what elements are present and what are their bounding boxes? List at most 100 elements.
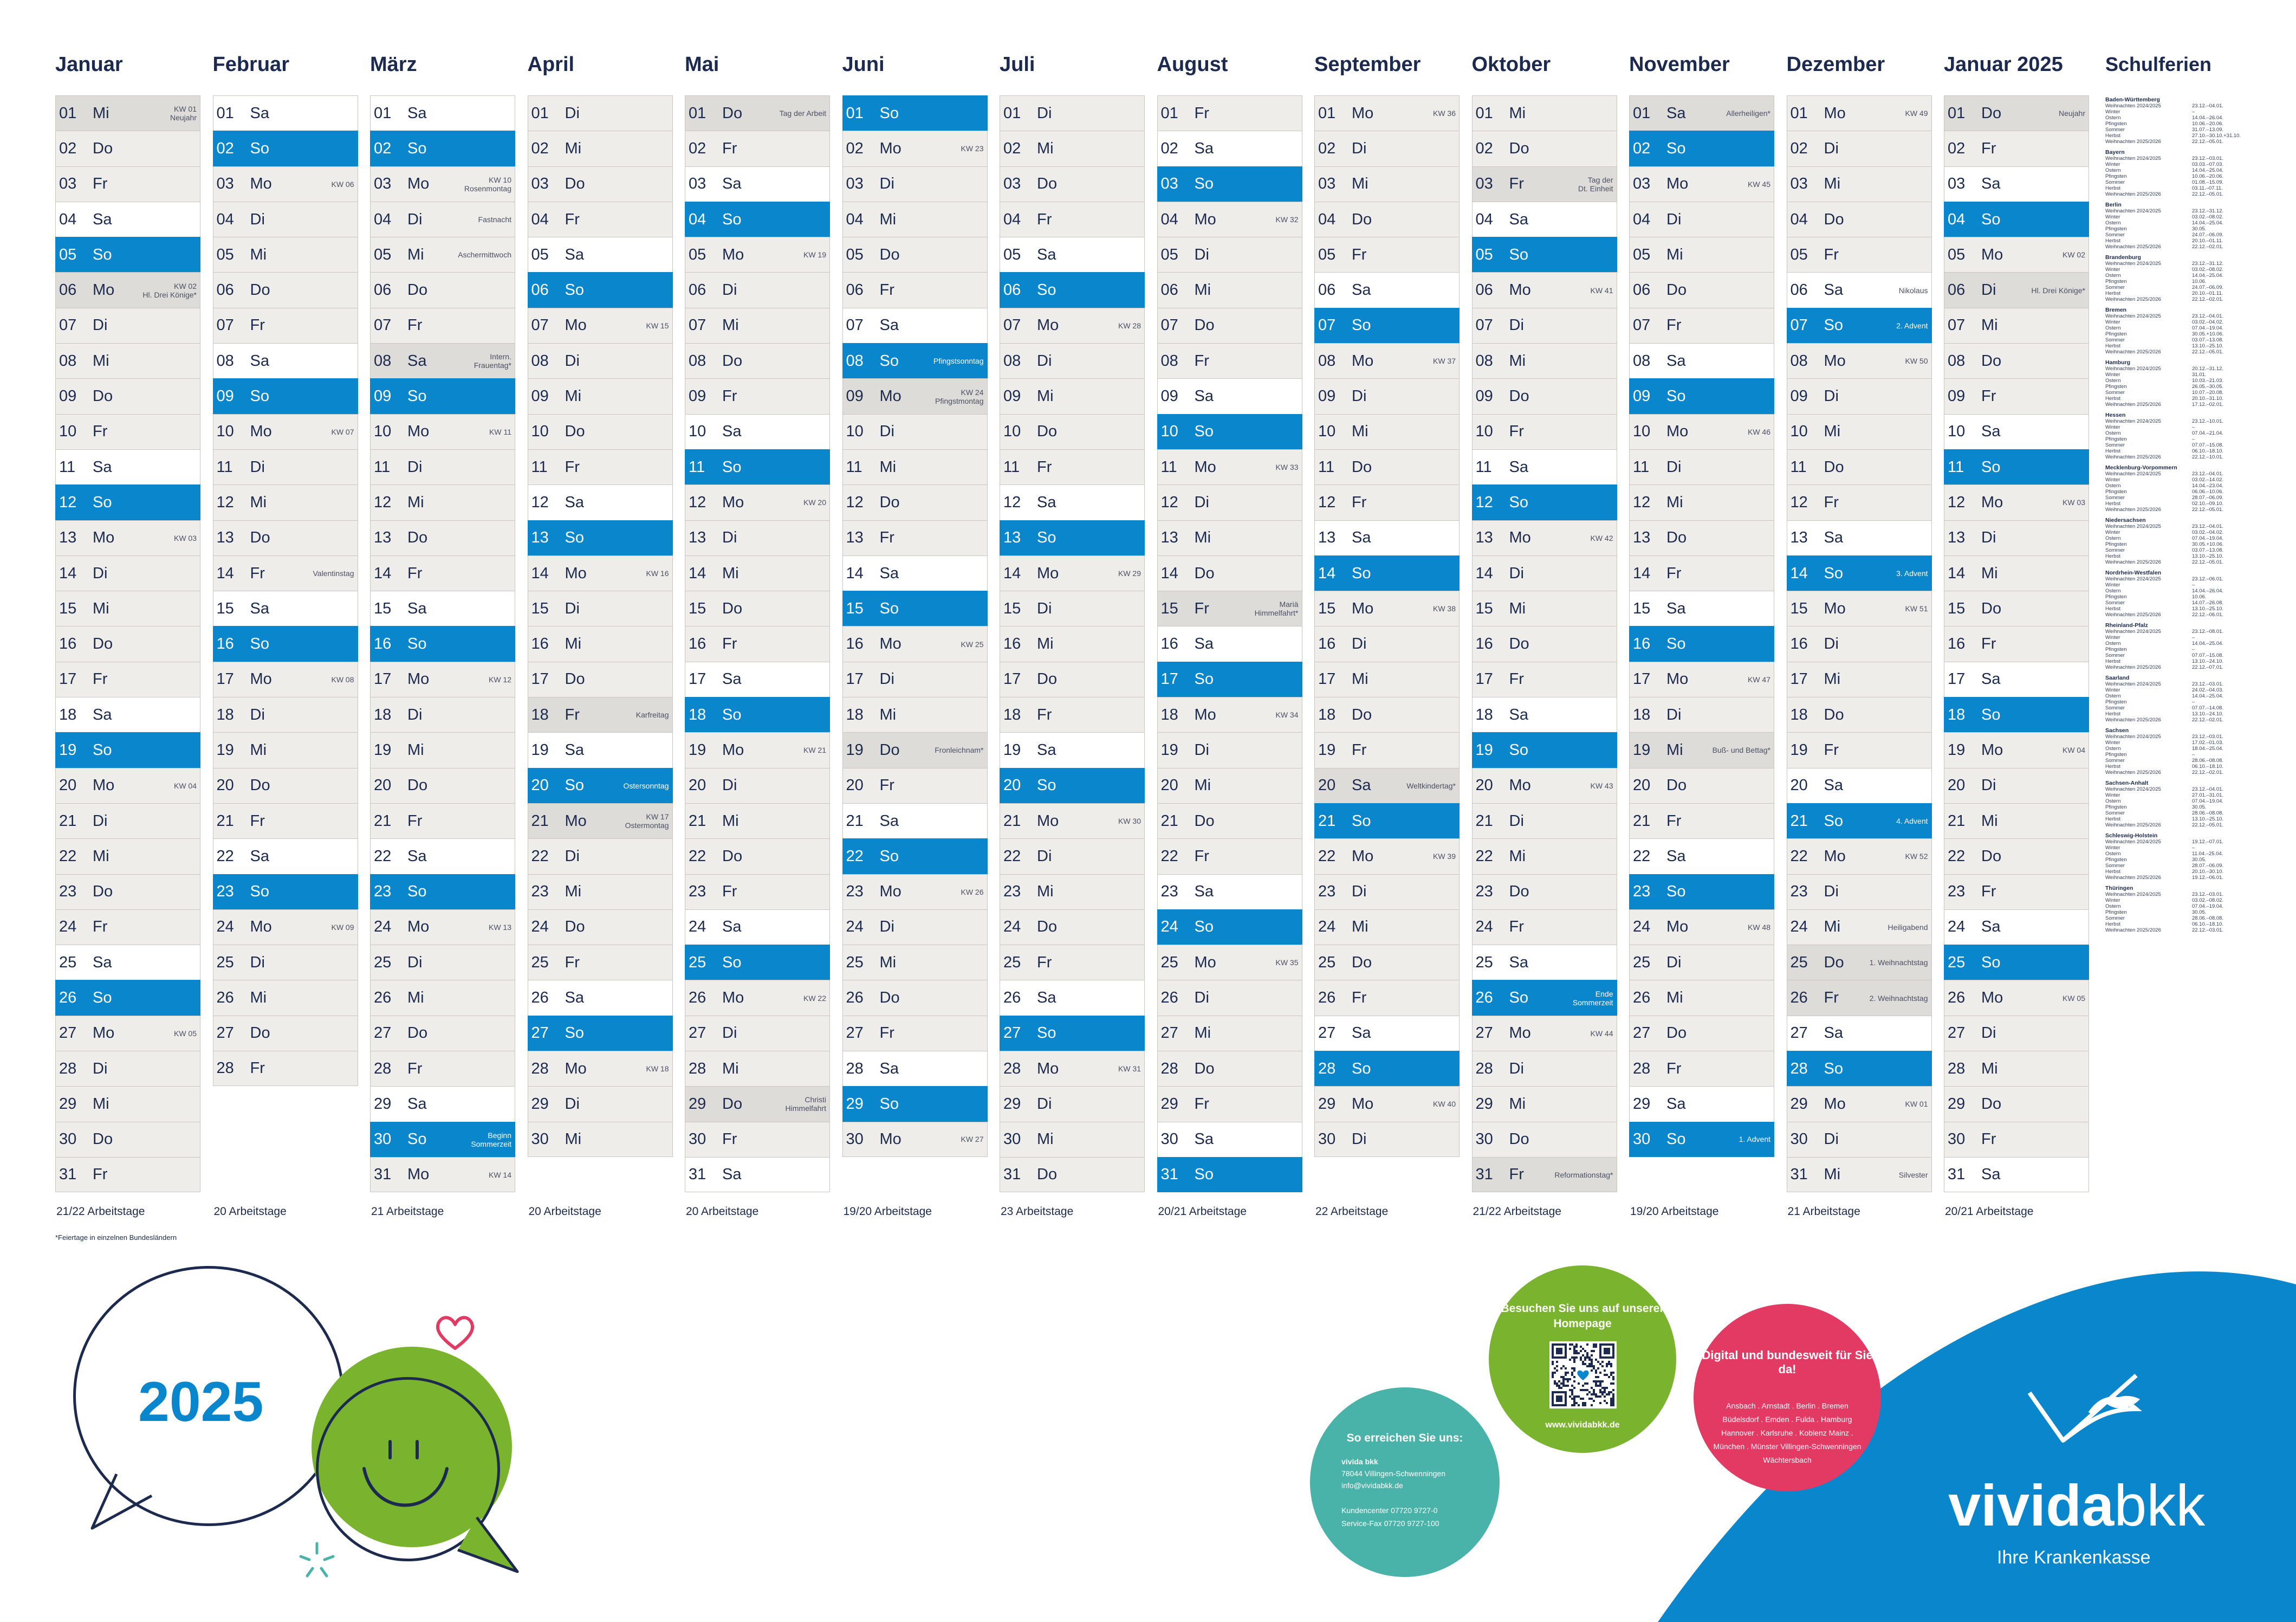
- holiday-period-row: Winter 03.02.–08.02.: [2105, 214, 2289, 220]
- locations-list: Ansbach . Arnstadt . Berlin . Bremen Büd…: [1713, 1401, 1862, 1464]
- day-row: 16 Di: [1786, 626, 1932, 662]
- weekday-abbr: Mo: [565, 812, 587, 830]
- day-number: 12: [59, 493, 77, 511]
- day-note: KW 41: [1590, 286, 1613, 295]
- weekday-abbr: Mo: [1352, 352, 1374, 370]
- day-row: 08 Do: [685, 343, 830, 379]
- day-number: 26: [1318, 989, 1336, 1007]
- weekday-abbr: Di: [1037, 352, 1052, 370]
- weekday-abbr: So: [1981, 706, 2001, 723]
- holiday-period-dates: 20.10.–01.11.: [2192, 290, 2223, 296]
- day-row: 18 Fr Karfreitag: [527, 697, 673, 733]
- holiday-period-row: Ostern 18.04.–25.04.: [2105, 746, 2289, 752]
- day-row: 20 Mi: [1157, 767, 1302, 803]
- day-row: 01 Do Neujahr: [1944, 95, 2089, 131]
- weekday-abbr: Sa: [722, 423, 742, 441]
- day-number: 02: [1633, 139, 1651, 157]
- weekday-abbr: So: [1666, 139, 1686, 157]
- school-holiday-state: Berlin Weihnachten 2024/2025 23.12.–31.12.…: [2105, 202, 2289, 250]
- school-holiday-state: Nordrhein-Westfalen Weihnachten 2024/2025…: [2105, 570, 2289, 618]
- day-number: 21: [689, 812, 706, 830]
- day-row: 14 Di: [1471, 555, 1617, 591]
- weekday-abbr: Mo: [1194, 210, 1216, 228]
- school-holiday-state: Schleswig-Holstein Weihnachten 2024/2025 1…: [2105, 832, 2289, 881]
- day-note: KW 33: [1275, 463, 1299, 472]
- day-number: 06: [1633, 281, 1651, 299]
- workdays-count: 20 Arbeitstage: [528, 1205, 601, 1218]
- day-row: 17 So: [1157, 661, 1302, 697]
- day-row: 05 So: [1471, 237, 1617, 273]
- day-row: 12 Fr: [1786, 484, 1932, 520]
- day-row: 27 So: [527, 1015, 673, 1051]
- day-row: 12 Sa: [1000, 484, 1145, 520]
- day-row: 23 Di: [1786, 874, 1932, 909]
- weekday-abbr: Fr: [407, 812, 423, 830]
- day-row: 27 Do: [370, 1015, 515, 1051]
- day-note: KW 06: [331, 179, 354, 189]
- holiday-period-name: Ostern: [2105, 851, 2121, 857]
- holiday-period-dates: 14.04.–26.04.: [2192, 115, 2224, 121]
- day-list: 01 Sa 02 So 03 Mo KW 10 Rosenmontag 04 Di Fastnach…: [370, 95, 515, 1193]
- holiday-period-row: Sommer 28.06.–08.08.: [2105, 915, 2289, 921]
- weekday-abbr: Sa: [722, 918, 742, 936]
- weekday-abbr: Mi: [722, 564, 739, 582]
- school-holiday-state: Hessen Weihnachten 2024/2025 23.12.–10.01.…: [2105, 412, 2289, 460]
- holiday-period-dates: 10.06.: [2192, 279, 2207, 285]
- weekday-abbr: Sa: [1037, 493, 1056, 511]
- day-number: 13: [1318, 529, 1336, 547]
- day-number: 04: [689, 210, 706, 228]
- day-row: 28 Fr: [212, 1051, 358, 1087]
- weekday-abbr: Do: [1981, 1095, 2002, 1113]
- day-row: 27 So: [1000, 1015, 1145, 1051]
- qr-code-icon[interactable]: [1549, 1341, 1617, 1408]
- homepage-url[interactable]: www.vividabkk.de: [1545, 1420, 1620, 1430]
- holiday-period-row: Winter 03.02.–08.02.: [2105, 897, 2289, 903]
- day-number: 02: [1318, 139, 1336, 157]
- weekday-abbr: Do: [722, 352, 743, 370]
- weekday-abbr: Mo: [565, 316, 587, 334]
- weekday-abbr: So: [565, 529, 584, 547]
- day-row: 17 Mi: [1786, 661, 1932, 697]
- day-number: 03: [1160, 175, 1178, 193]
- month-name: August: [1157, 53, 1228, 76]
- day-row: 29 Mo KW 01: [1786, 1086, 1932, 1122]
- weekday-abbr: Mo: [250, 423, 272, 441]
- weekday-abbr: Sa: [250, 847, 269, 865]
- holiday-period-dates: 14.04.–23.04.: [2192, 483, 2224, 489]
- day-row: 08 Mi: [55, 343, 200, 379]
- day-row: 10 Do: [1000, 413, 1145, 449]
- day-number: 17: [216, 670, 234, 688]
- day-number: 08: [1790, 352, 1808, 370]
- holiday-period-dates: 23.12.–04.01.: [2192, 524, 2224, 529]
- day-number: 13: [1633, 529, 1651, 547]
- day-number: 08: [374, 352, 392, 370]
- weekday-abbr: Sa: [93, 953, 112, 971]
- contact-phone[interactable]: Kundencenter 07720 9727-0: [1341, 1506, 1438, 1515]
- weekday-abbr: Mo: [879, 139, 901, 157]
- day-note: KW 02: [2062, 250, 2085, 260]
- holiday-period-dates: 30.05.: [2192, 226, 2207, 232]
- holiday-period-row: Weihnachten 2025/2026 17.12.–02.01.: [2105, 402, 2289, 408]
- day-number: 03: [1948, 175, 1966, 193]
- day-row: 05 Fr: [1314, 237, 1460, 273]
- weekday-abbr: So: [722, 458, 742, 476]
- day-row: 09 Do: [55, 378, 200, 414]
- day-number: 19: [846, 741, 864, 759]
- weekday-abbr: Mi: [1194, 281, 1211, 299]
- weekday-abbr: Mi: [565, 1130, 582, 1148]
- holiday-period-dates: 23.12.–06.01.: [2192, 576, 2224, 582]
- day-row: 30 Do: [55, 1121, 200, 1157]
- day-row: 24 Mi Heiligabend: [1786, 909, 1932, 945]
- day-row: 21 Fr: [1629, 803, 1774, 839]
- weekday-abbr: Di: [1352, 635, 1367, 653]
- day-row: 24 So: [1157, 909, 1302, 945]
- contact-email[interactable]: info@vividabkk.de: [1341, 1481, 1403, 1490]
- weekday-abbr: Mo: [722, 741, 744, 759]
- day-row: 15 Sa: [1629, 591, 1774, 626]
- day-number: 16: [689, 635, 706, 653]
- day-number: 07: [1475, 316, 1493, 334]
- holiday-period-name: Sommer: [2105, 863, 2125, 869]
- weekday-abbr: Sa: [1981, 1166, 2001, 1184]
- holiday-period-row: Winter 03.02.–04.02.: [2105, 529, 2289, 535]
- day-number: 09: [531, 387, 549, 405]
